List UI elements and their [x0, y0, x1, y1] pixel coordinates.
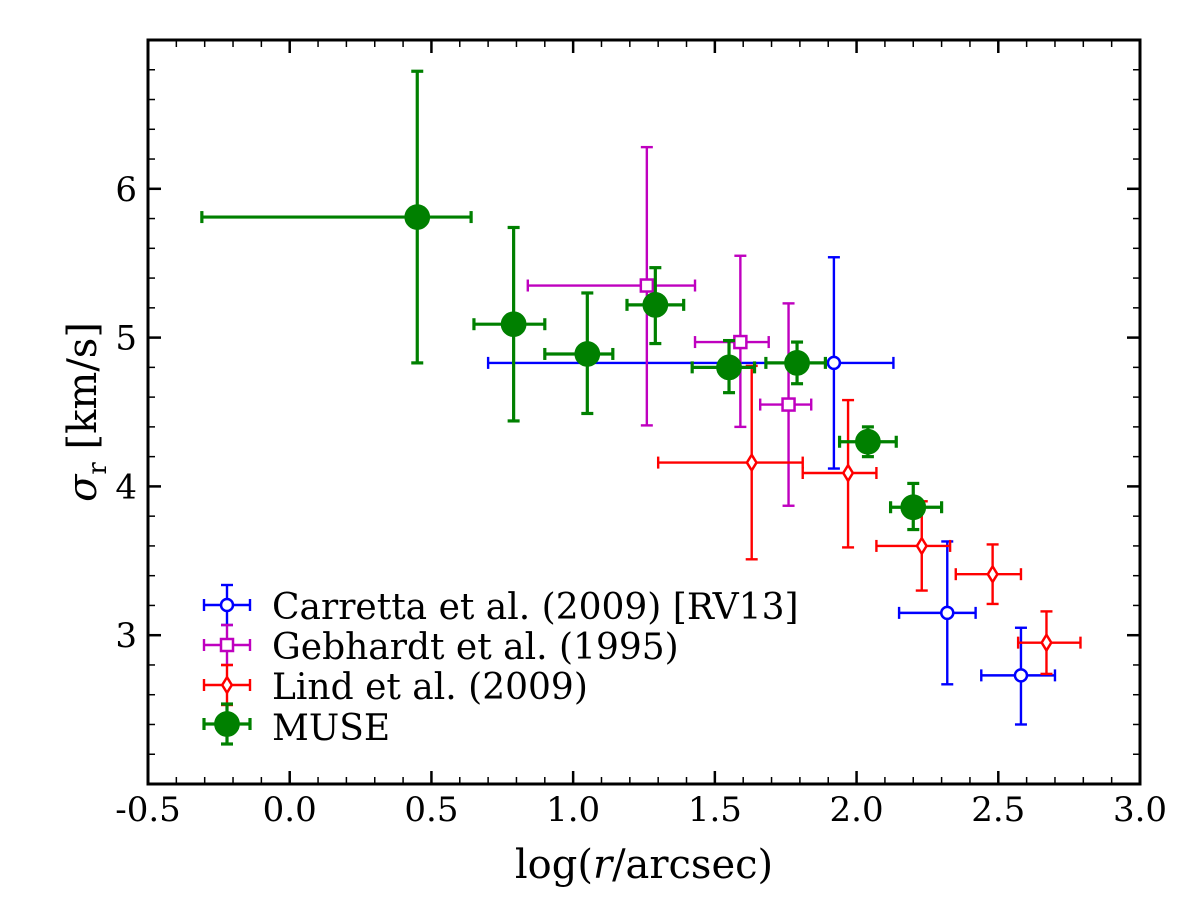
- data-point: [759, 302, 813, 507]
- data-point-marker: [219, 597, 235, 613]
- x-tick-label: 2.0: [830, 790, 884, 830]
- y-tick-label: 4: [115, 467, 137, 507]
- data-point-marker: [900, 494, 927, 521]
- legend-label-lind: Lind et al. (2009): [272, 667, 588, 708]
- x-tick-label: 1.5: [688, 790, 742, 830]
- legend-entry-gebhardt: Gebhardt et al. (1995): [202, 623, 679, 668]
- data-point-marker: [745, 452, 758, 473]
- legend-marker-gebhardt: [202, 623, 252, 667]
- data-point-marker: [1013, 668, 1029, 683]
- data-point: [543, 291, 615, 416]
- legend-label-gebhardt: Gebhardt et al. (1995): [272, 627, 679, 668]
- data-point: [526, 145, 697, 427]
- data-point: [980, 626, 1057, 726]
- data-point-marker: [500, 311, 527, 338]
- data-point-marker: [986, 564, 999, 585]
- data-point-marker: [404, 204, 431, 230]
- series-layer: [200, 69, 1082, 726]
- data-point: [1016, 610, 1082, 676]
- data-point-marker: [826, 355, 842, 371]
- x-tick-labels: -0.5 0.0 0.5 1.0 1.5 2.0 2.5 3.0: [115, 790, 1167, 830]
- data-point-marker: [639, 278, 655, 293]
- legend-entry-lind: Lind et al. (2009): [202, 663, 588, 708]
- data-point: [764, 340, 827, 386]
- data-point-marker: [784, 350, 810, 376]
- data-point-marker: [219, 637, 235, 653]
- legend-entry-muse: MUSE: [202, 702, 390, 749]
- data-point-marker: [642, 292, 669, 318]
- data-point-marker: [574, 341, 601, 367]
- data-point-marker: [220, 674, 234, 696]
- data-point-marker: [716, 354, 742, 381]
- x-tick-label: 0.0: [263, 790, 317, 830]
- x-tick-label: 3.0: [1113, 790, 1167, 830]
- y-tick-label: 3: [115, 616, 137, 656]
- data-point-marker: [733, 334, 748, 350]
- data-point: [888, 481, 944, 532]
- x-axis-label: log(r/arcsec): [515, 842, 773, 888]
- legend-label-muse: MUSE: [272, 708, 390, 749]
- legend-label-carretta: Carretta et al. (2009) [RV13]: [272, 587, 799, 628]
- y-tick-label: 5: [115, 319, 137, 359]
- legend-marker-muse: [202, 702, 252, 746]
- x-tick-label: -0.5: [115, 790, 181, 830]
- plot-background: [148, 40, 1140, 784]
- data-point-marker: [1040, 632, 1053, 653]
- data-point-marker: [841, 462, 855, 484]
- data-point: [801, 398, 878, 549]
- series-muse: [200, 69, 944, 532]
- y-tick-label: 6: [115, 170, 137, 210]
- legend: Carretta et al. (2009) [RV13] Gebhardt e…: [202, 583, 799, 749]
- data-point-marker: [781, 397, 796, 412]
- data-point-marker: [214, 711, 240, 737]
- data-point: [200, 69, 473, 365]
- data-point: [954, 543, 1023, 606]
- y-axis-label: σr [km/s]: [60, 322, 113, 502]
- x-tick-label: 0.5: [404, 790, 458, 830]
- data-point: [837, 425, 898, 459]
- y-tick-labels: 3 4 5 6: [115, 170, 137, 656]
- data-point: [472, 225, 547, 423]
- data-point: [690, 338, 757, 395]
- data-point-marker: [940, 605, 955, 621]
- data-point: [693, 254, 770, 429]
- x-tick-label: 2.5: [971, 790, 1025, 830]
- data-point-marker: [915, 535, 929, 557]
- series-gebhardt: [526, 145, 813, 507]
- plot-frame: [146, 38, 1142, 786]
- legend-marker-lind: [202, 663, 252, 707]
- x-tick-label: 1.0: [546, 790, 600, 830]
- legend-entry-carretta: Carretta et al. (2009) [RV13]: [202, 583, 799, 628]
- data-point-marker: [855, 428, 881, 455]
- data-point: [625, 266, 686, 346]
